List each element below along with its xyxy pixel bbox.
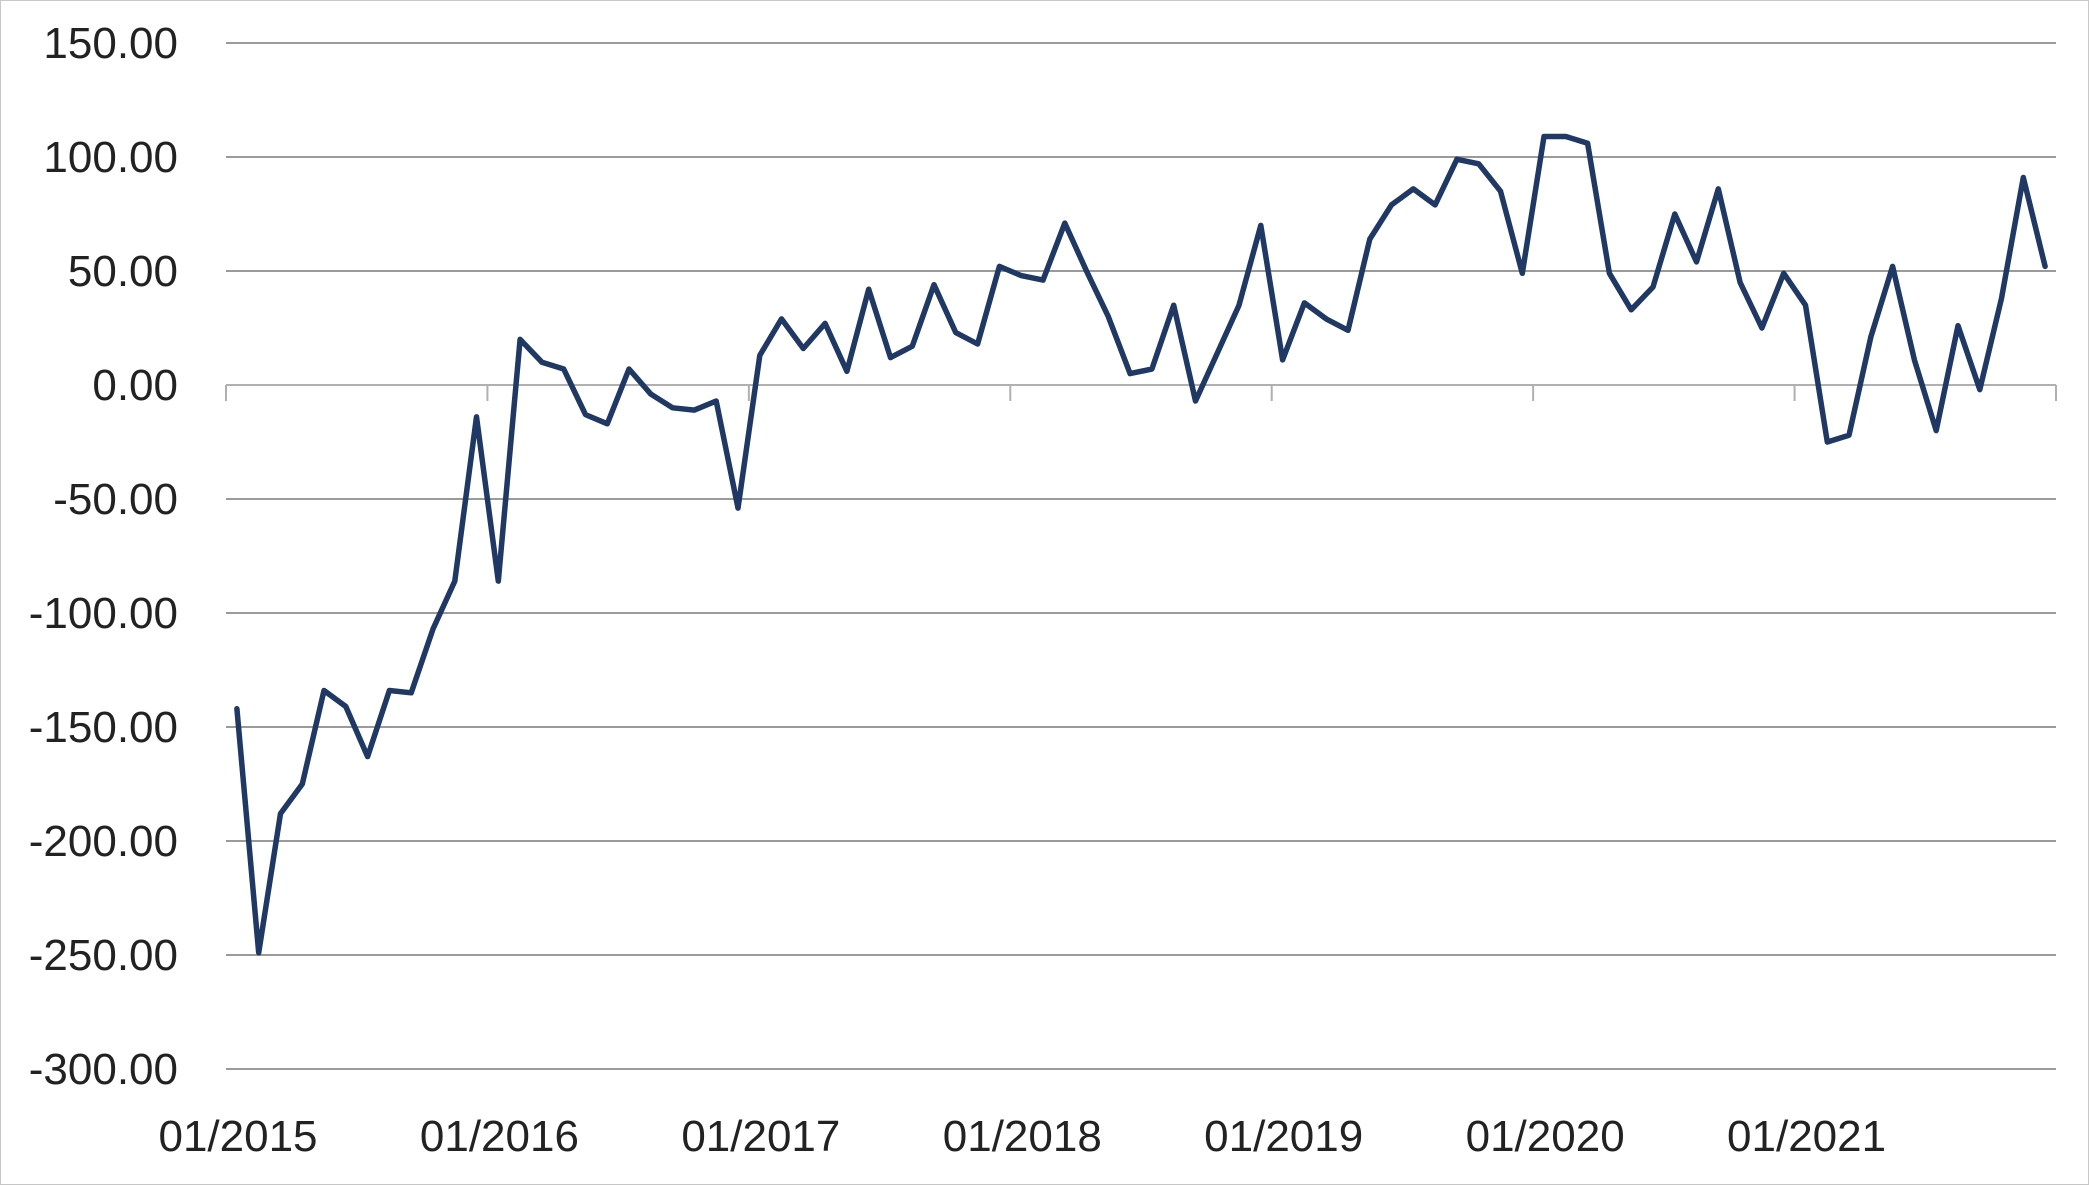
- y-tick-label: -150.00: [29, 703, 178, 752]
- series-group: [234, 133, 2048, 956]
- series-line: [234, 133, 2048, 956]
- y-tick-label: -300.00: [29, 1045, 178, 1094]
- x-axis: [225, 384, 2057, 401]
- gridlines: [226, 42, 2056, 1070]
- x-tick-label: 01/2019: [1204, 1112, 1363, 1161]
- x-tick-label: 01/2018: [943, 1112, 1102, 1161]
- x-axis-tick-labels: 01/2015 01/2016 01/2017 01/2018 01/2019 01/20…: [158, 1112, 1886, 1161]
- x-tick-label: 01/2021: [1727, 1112, 1886, 1161]
- y-tick-label: 100.00: [43, 133, 178, 182]
- y-tick-label: 0.00: [92, 361, 178, 410]
- y-tick-label: -200.00: [29, 817, 178, 866]
- x-tick-label: 01/2015: [158, 1112, 317, 1161]
- x-tick-label: 01/2016: [420, 1112, 579, 1161]
- y-tick-label: -100.00: [29, 589, 178, 638]
- x-tick-label: 01/2020: [1466, 1112, 1625, 1161]
- y-tick-label: 50.00: [68, 247, 178, 296]
- y-tick-label: 150.00: [43, 19, 178, 68]
- y-tick-label: -250.00: [29, 931, 178, 980]
- y-axis-tick-labels: 150.00 100.00 50.00 0.00 -50.00 -100.00 -150.0…: [29, 19, 178, 1094]
- y-tick-label: -50.00: [53, 475, 178, 524]
- x-tick-label: 01/2017: [681, 1112, 840, 1161]
